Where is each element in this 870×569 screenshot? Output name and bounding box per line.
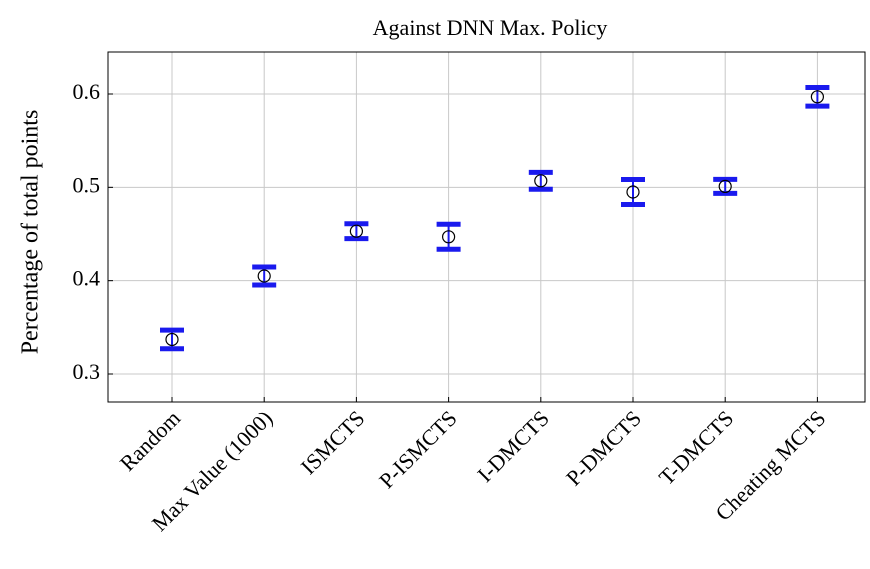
point [626,185,640,199]
error-bar [713,176,738,196]
point [534,174,548,188]
y-tick-label: 0.3 [73,359,101,384]
x-tick-label: Random [115,405,185,475]
point [257,269,271,283]
point [810,90,825,104]
error-bar [344,221,369,242]
plot-frame [107,51,866,403]
x-tick-label: ISMCTS [296,405,370,479]
point [165,332,179,347]
point [442,230,456,244]
point [718,179,732,193]
point [349,224,363,238]
y-tick-label: 0.6 [73,79,101,104]
y-tick-label: 0.4 [73,266,101,291]
y-tick-label: 0.5 [73,172,101,197]
x-tick-label: P-ISMCTS [374,405,462,493]
x-tick-label: T-DMCTS [654,405,739,490]
x-tick-label: I-DMCTS [472,405,554,487]
chart-title: Against DNN Max. Policy [373,15,608,40]
x-tick-label: P-DMCTS [561,405,646,490]
error-bar [621,176,645,208]
error-bar [436,221,461,252]
y-axis-label: Percentage of total points [18,110,44,355]
